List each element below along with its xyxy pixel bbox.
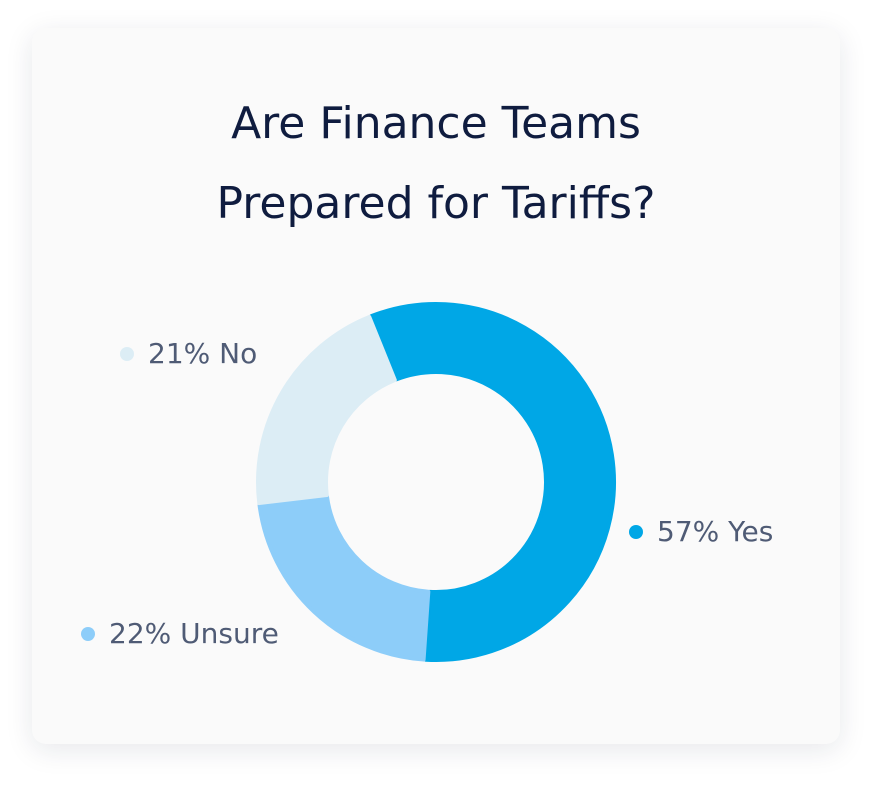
legend-dot [629, 525, 643, 539]
donut-slice [256, 314, 397, 506]
donut-slice [369, 302, 616, 662]
legend-dot [120, 347, 134, 361]
value-label: 57% Yes [657, 515, 773, 548]
value-label: 22% Unsure [109, 617, 279, 650]
chart-title: Prepared for Tariffs? [217, 178, 656, 229]
legend-dot [81, 627, 95, 641]
value-label: 21% No [148, 337, 257, 370]
donut-slice [257, 494, 431, 662]
chart-title: Are Finance Teams [231, 98, 641, 149]
